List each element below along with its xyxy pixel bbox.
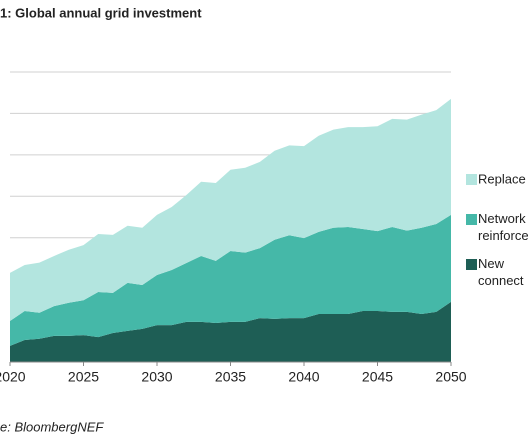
area xyxy=(10,301,451,362)
x-tick-label: 2050 xyxy=(435,369,466,385)
legend-swatch xyxy=(466,214,477,225)
x-tick-label: 2040 xyxy=(288,369,319,385)
chart-title: 1: Global annual grid investment xyxy=(0,5,202,20)
x-tick-label: 2035 xyxy=(215,369,246,385)
x-tick-label: 2045 xyxy=(362,369,393,385)
legend-label: Replace xyxy=(478,171,526,186)
legend-swatch xyxy=(466,259,477,270)
legend-label: New xyxy=(478,256,505,271)
source-note: e: BloombergNEF xyxy=(0,419,104,434)
area xyxy=(10,214,451,346)
legend-label: Network xyxy=(478,211,526,226)
x-tick-label: 2030 xyxy=(141,369,172,385)
area xyxy=(10,98,451,321)
legend-label: connect xyxy=(478,273,524,288)
x-tick-label: 2025 xyxy=(68,369,99,385)
legend-swatch xyxy=(466,174,477,185)
legend-label: reinforce xyxy=(478,228,529,243)
